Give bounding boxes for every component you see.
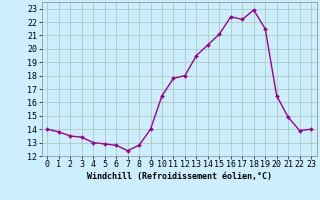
X-axis label: Windchill (Refroidissement éolien,°C): Windchill (Refroidissement éolien,°C) bbox=[87, 172, 272, 181]
